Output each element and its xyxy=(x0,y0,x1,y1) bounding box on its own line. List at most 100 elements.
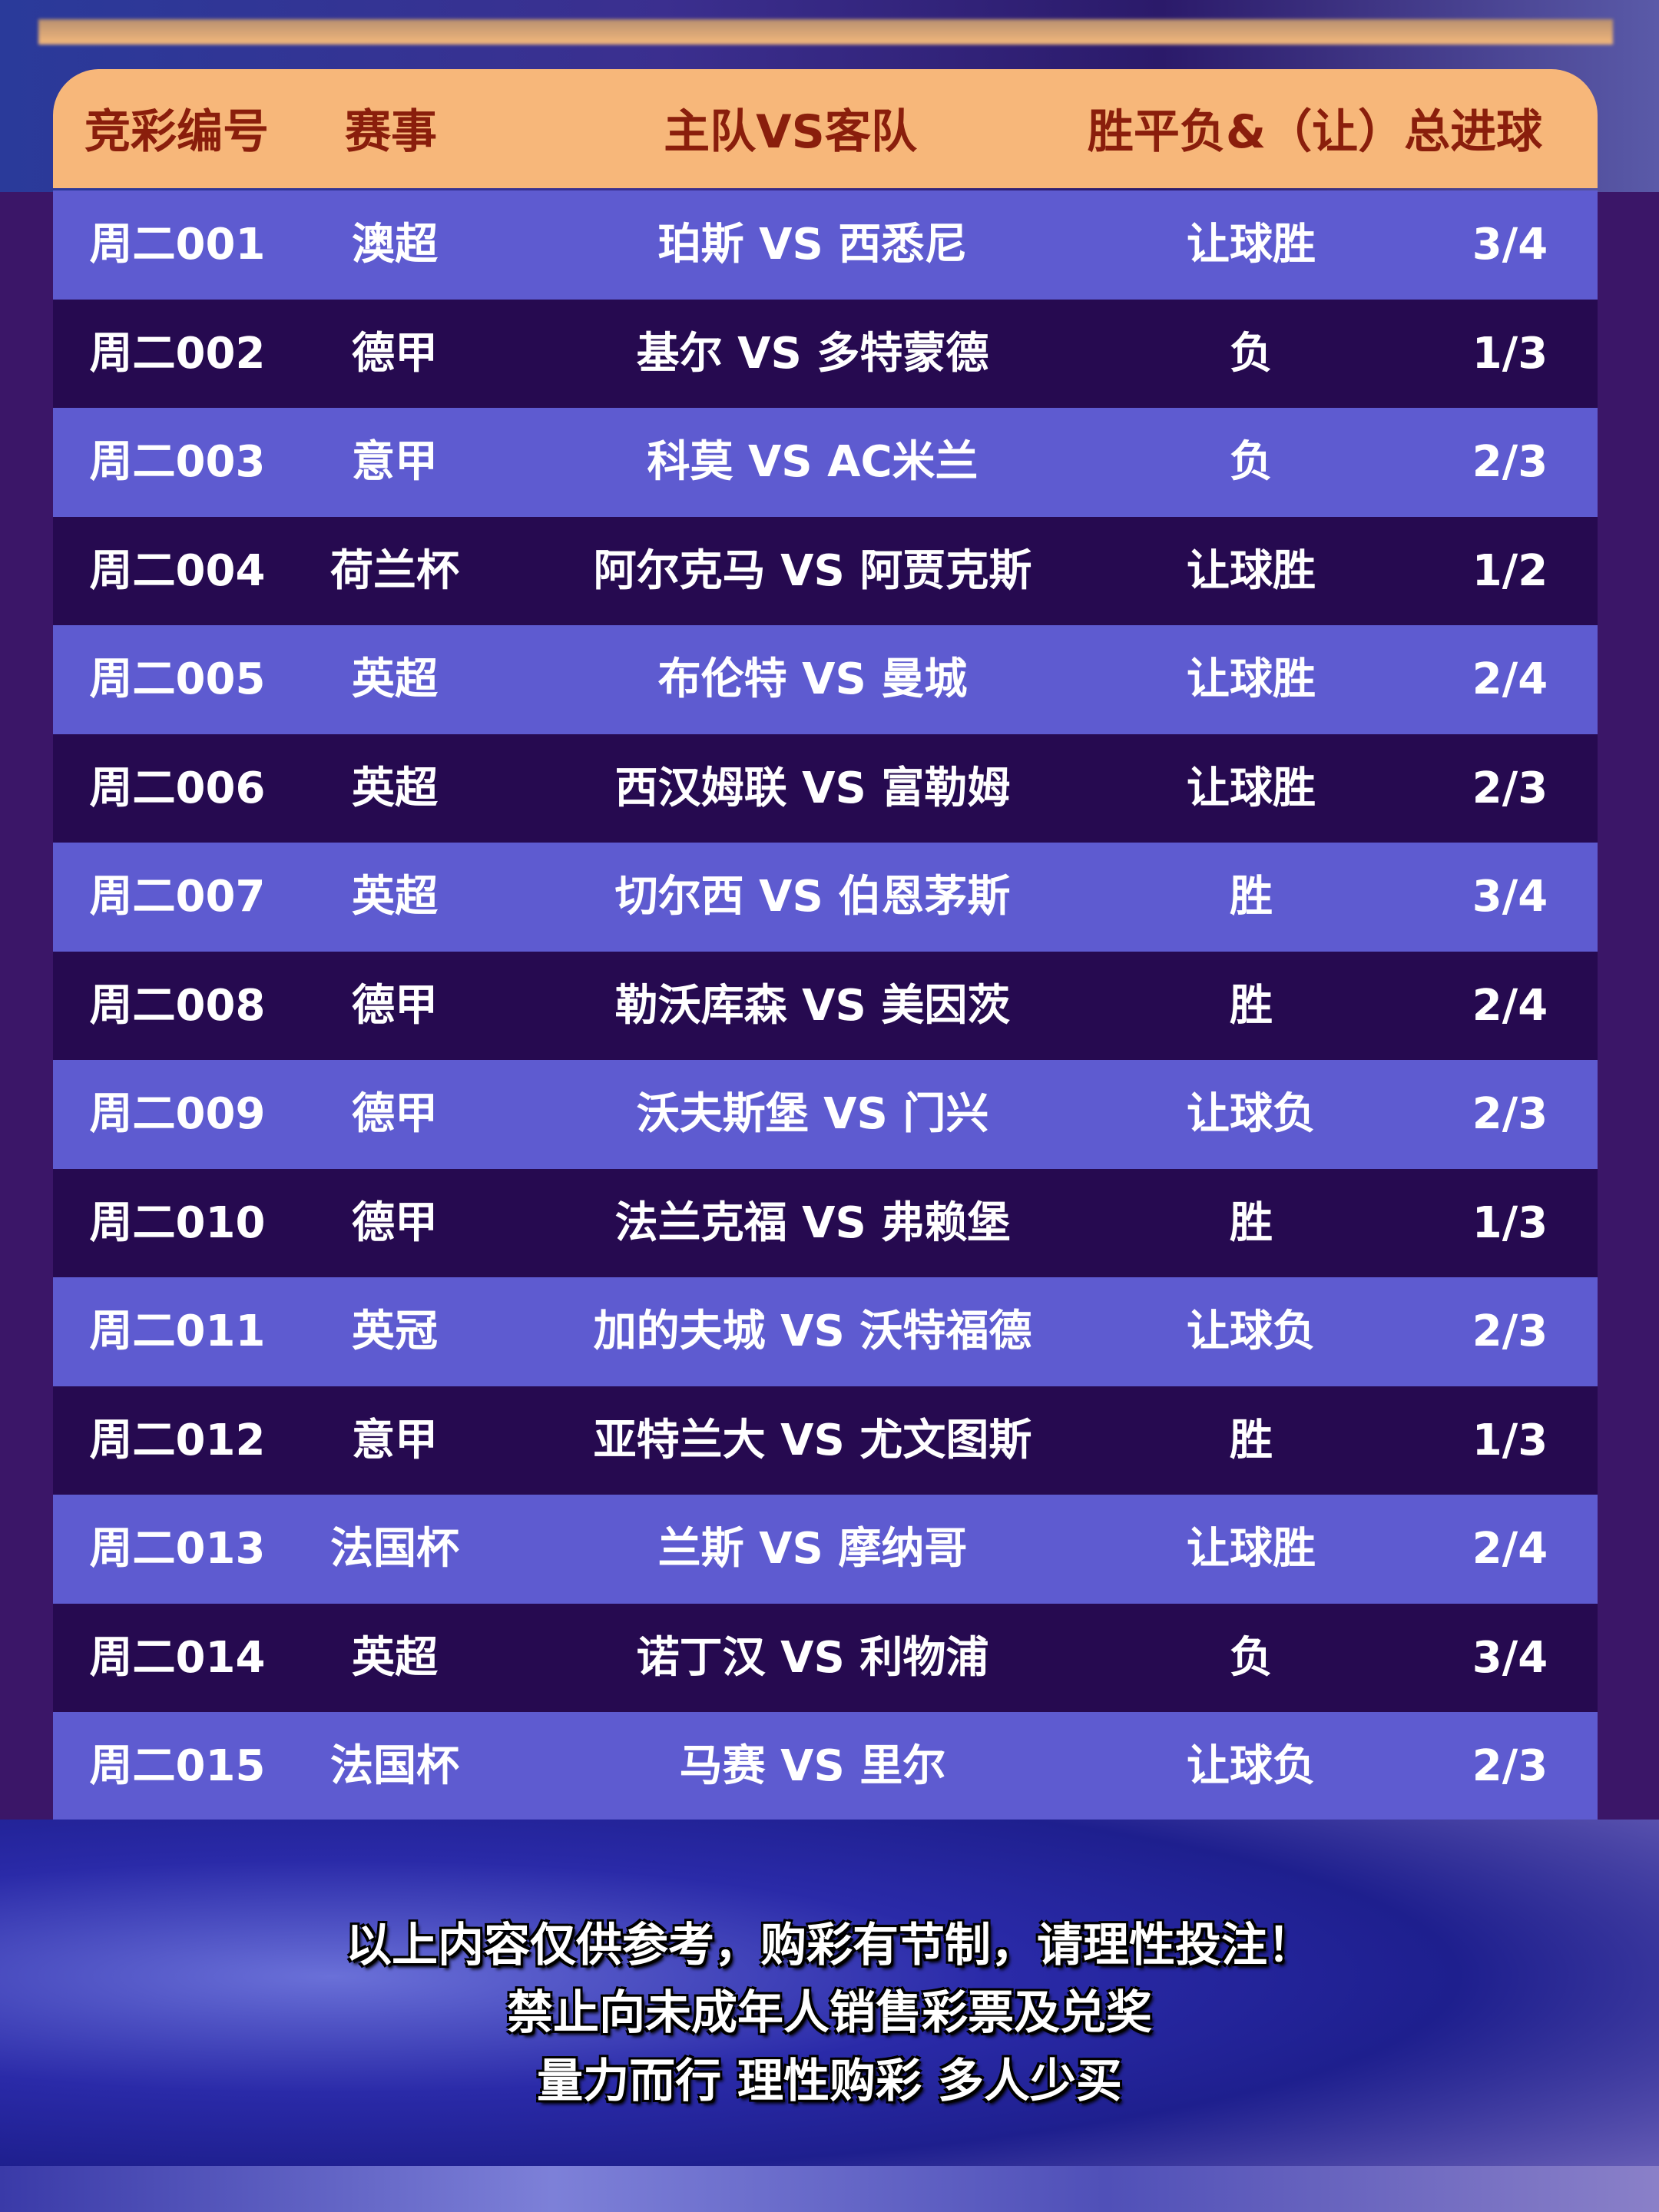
table-row: 周二010 德甲 法兰克福 VS 弗赖堡 胜 1/3 xyxy=(53,1168,1598,1277)
cell-match-id: 周二001 xyxy=(89,220,266,270)
notice-line-2: 禁止向未成年人销售彩票及兑奖 xyxy=(507,1986,1152,2040)
cell-teams: 马赛 VS 里尔 xyxy=(679,1741,946,1791)
cell-league: 德甲 xyxy=(352,328,438,379)
cell-match-id: 周二008 xyxy=(89,980,266,1031)
cell-teams: 沃夫斯堡 VS 门兴 xyxy=(636,1089,989,1139)
cell-total-goals: 3/4 xyxy=(1472,872,1548,922)
cell-total-goals: 1/3 xyxy=(1472,1415,1548,1465)
cell-total-goals: 2/3 xyxy=(1472,1306,1548,1356)
cell-match-id: 周二009 xyxy=(89,1089,266,1139)
table-row: 周二011 英冠 加的夫城 VS 沃特福德 让球负 2/3 xyxy=(53,1277,1598,1386)
cell-teams: 法兰克福 VS 弗赖堡 xyxy=(614,1197,1011,1248)
cell-result: 让球负 xyxy=(1187,1741,1316,1791)
cell-league: 荷兰杯 xyxy=(330,545,459,596)
table-row: 周二013 法国杯 兰斯 VS 摩纳哥 让球胜 2/4 xyxy=(53,1495,1598,1604)
header-result-goals: 胜平负&（让）总进球 xyxy=(1087,105,1543,159)
header-match: 主队VS客队 xyxy=(664,105,917,159)
cell-result: 让球胜 xyxy=(1187,220,1316,270)
cell-league: 法国杯 xyxy=(330,1741,459,1791)
cell-league: 法国杯 xyxy=(330,1524,459,1574)
cell-league: 意甲 xyxy=(352,437,438,487)
footer-banner: 以上内容仅供参考，购彩有节制，请理性投注！ 禁止向未成年人销售彩票及兑奖 量力而… xyxy=(0,1820,1659,2212)
table-row: 周二014 英超 诺丁汉 VS 利物浦 负 3/4 xyxy=(53,1603,1598,1712)
cell-result: 负 xyxy=(1230,328,1273,379)
cell-result: 让球负 xyxy=(1187,1089,1316,1139)
cell-match-id: 周二013 xyxy=(89,1524,266,1574)
cell-league: 英超 xyxy=(352,872,438,922)
cell-match-id: 周二006 xyxy=(89,763,266,813)
cell-league: 意甲 xyxy=(352,1415,438,1465)
cell-teams: 加的夫城 VS 沃特福德 xyxy=(593,1306,1032,1356)
table-header: 竞彩编号 赛事 主队VS客队 胜平负&（让）总进球 xyxy=(53,69,1598,188)
cell-teams: 亚特兰大 VS 尤文图斯 xyxy=(593,1415,1032,1465)
cell-total-goals: 2/3 xyxy=(1472,763,1548,813)
cell-result: 负 xyxy=(1230,1632,1273,1683)
header-id: 竞彩编号 xyxy=(84,105,269,159)
cell-total-goals: 1/2 xyxy=(1472,545,1548,596)
cell-teams: 基尔 VS 多特蒙德 xyxy=(636,328,989,379)
notice-line-1: 以上内容仅供参考，购彩有节制，请理性投注！ xyxy=(346,1919,1313,1972)
cell-result: 让球胜 xyxy=(1187,545,1316,596)
cell-result: 负 xyxy=(1230,437,1273,487)
cell-match-id: 周二005 xyxy=(89,654,266,704)
cell-result: 胜 xyxy=(1230,1415,1273,1465)
notice-line-3: 量力而行 理性购彩 多人少买 xyxy=(537,2055,1122,2108)
cell-result: 让球胜 xyxy=(1187,763,1316,813)
table-row: 周二007 英超 切尔西 VS 伯恩茅斯 胜 3/4 xyxy=(53,843,1598,952)
cell-teams: 阿尔克马 VS 阿贾克斯 xyxy=(593,545,1032,596)
cell-league: 英冠 xyxy=(352,1306,438,1356)
cell-total-goals: 1/3 xyxy=(1472,1197,1548,1248)
cell-match-id: 周二015 xyxy=(89,1741,266,1791)
cell-result: 让球胜 xyxy=(1187,654,1316,704)
cell-league: 英超 xyxy=(352,763,438,813)
table-row: 周二004 荷兰杯 阿尔克马 VS 阿贾克斯 让球胜 1/2 xyxy=(53,516,1598,625)
cell-total-goals: 2/3 xyxy=(1472,1089,1548,1139)
cell-match-id: 周二007 xyxy=(89,872,266,922)
match-table: 周二001 澳超 珀斯 VS 西悉尼 让球胜 3/4 周二002 德甲 基尔 VS 多特蒙德负… xyxy=(53,190,1598,1821)
cell-result: 让球负 xyxy=(1187,1306,1316,1356)
table-row: 周二015 法国杯 马赛 VS 里尔 让球负 2/3 xyxy=(53,1712,1598,1821)
cell-teams: 诺丁汉 VS 利物浦 xyxy=(636,1632,989,1683)
cell-total-goals: 2/3 xyxy=(1472,437,1548,487)
footer-band xyxy=(0,2166,1659,2212)
cell-match-id: 周二003 xyxy=(89,437,266,487)
cell-result: 胜 xyxy=(1230,1197,1273,1248)
cell-teams: 西汉姆联 VS 富勒姆 xyxy=(614,763,1011,813)
cell-match-id: 周二004 xyxy=(89,545,266,596)
cell-teams: 切尔西 VS 伯恩茅斯 xyxy=(614,872,1011,922)
cell-total-goals: 3/4 xyxy=(1472,220,1548,270)
cell-teams: 科莫 VS AC米兰 xyxy=(647,437,979,487)
cell-teams: 勒沃库森 VS 美因茨 xyxy=(614,980,1011,1031)
table-row: 周二001 澳超 珀斯 VS 西悉尼 让球胜 3/4 xyxy=(53,190,1598,300)
cell-total-goals: 2/3 xyxy=(1472,1741,1548,1791)
cell-match-id: 周二011 xyxy=(89,1306,266,1356)
cell-teams: 布伦特 VS 曼城 xyxy=(657,654,968,704)
cell-teams: 珀斯 VS 西悉尼 xyxy=(657,220,968,270)
cell-total-goals: 2/4 xyxy=(1472,654,1548,704)
top-strip xyxy=(38,19,1613,45)
cell-total-goals: 2/4 xyxy=(1472,980,1548,1031)
table-row: 周二012 意甲 亚特兰大 VS 尤文图斯 胜 1/3 xyxy=(53,1386,1598,1495)
table-row: 周二005 英超 布伦特 VS 曼城 让球胜 2/4 xyxy=(53,625,1598,734)
cell-teams: 兰斯 VS 摩纳哥 xyxy=(657,1524,968,1574)
cell-match-id: 周二012 xyxy=(89,1415,266,1465)
table-row: 周二009 德甲 沃夫斯堡 VS 门兴 让球负 2/3 xyxy=(53,1060,1598,1169)
cell-total-goals: 3/4 xyxy=(1472,1632,1548,1683)
cell-league: 澳超 xyxy=(352,220,438,270)
cell-league: 英超 xyxy=(352,654,438,704)
cell-league: 德甲 xyxy=(352,1197,438,1248)
cell-result: 胜 xyxy=(1230,872,1273,922)
cell-total-goals: 1/3 xyxy=(1472,328,1548,379)
table-row: 周二003 意甲 科莫 VS AC米兰 负 2/3 xyxy=(53,408,1598,517)
header-league: 赛事 xyxy=(345,105,437,159)
cell-result: 让球胜 xyxy=(1187,1524,1316,1574)
table-row: 周二008 德甲 勒沃库森 VS 美因茨 胜 2/4 xyxy=(53,951,1598,1060)
cell-league: 英超 xyxy=(352,1632,438,1683)
cell-league: 德甲 xyxy=(352,980,438,1031)
cell-match-id: 周二002 xyxy=(89,328,266,379)
cell-result: 胜 xyxy=(1230,980,1273,1031)
cell-league: 德甲 xyxy=(352,1089,438,1139)
cell-match-id: 周二010 xyxy=(89,1197,266,1248)
table-row: 周二006 英超 西汉姆联 VS 富勒姆 让球胜 2/3 xyxy=(53,733,1598,843)
cell-total-goals: 2/4 xyxy=(1472,1524,1548,1574)
